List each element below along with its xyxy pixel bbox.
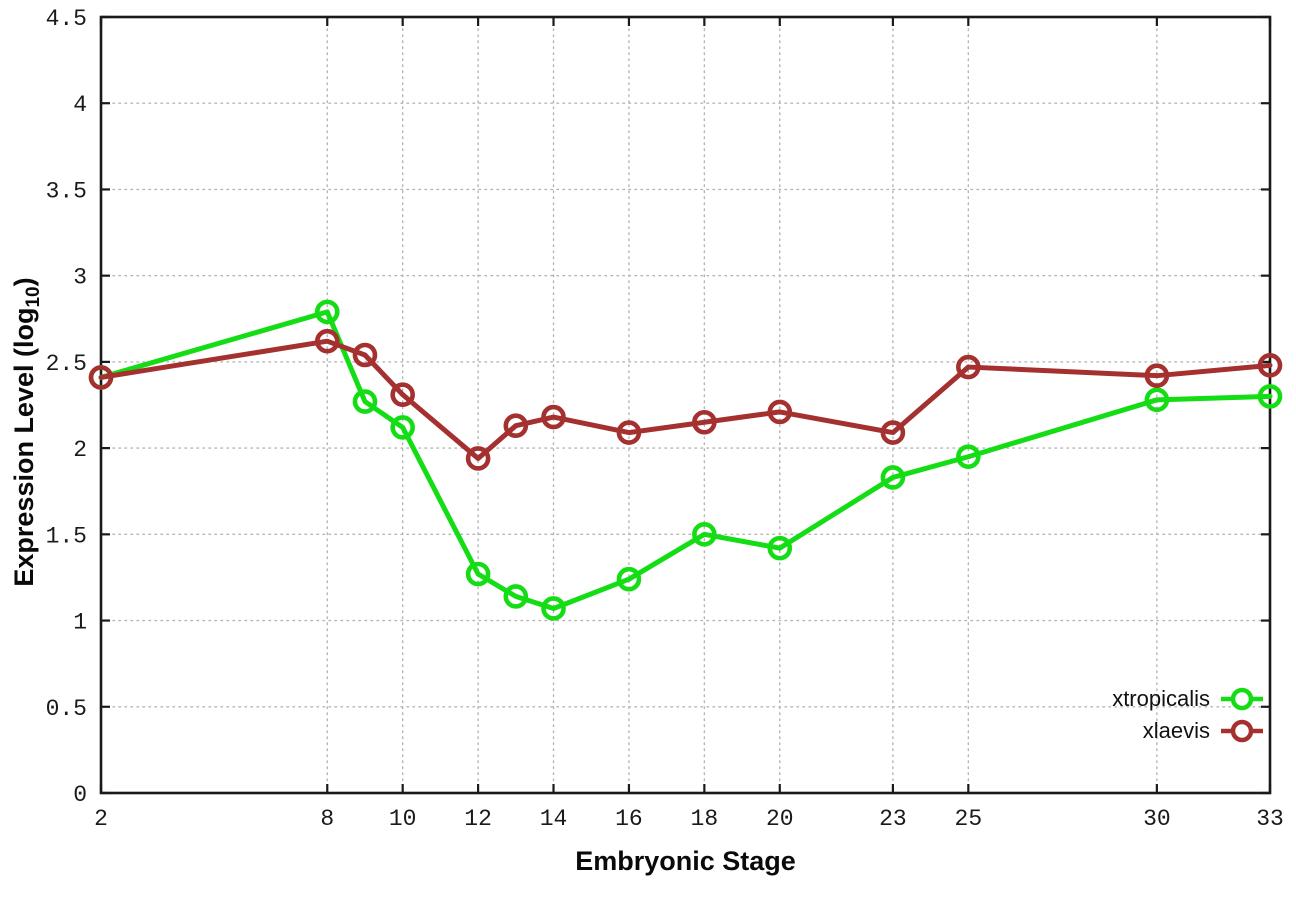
series-line-xlaevis: [98, 338, 1273, 461]
marker-xtropicalis: [880, 465, 906, 490]
legend-marker-xtropicalis-icon: [1221, 687, 1263, 711]
marker-xlaevis: [503, 413, 529, 438]
plot-border: [99, 15, 1272, 795]
legend-label-xtropicalis: xtropicalis: [1112, 686, 1210, 711]
marker-xlaevis: [314, 328, 340, 354]
marker-xtropicalis: [1257, 384, 1283, 409]
x-tick-label: 23: [879, 806, 907, 832]
y-tick-label: 1.5: [46, 523, 87, 549]
x-tick-label: 18: [691, 806, 719, 832]
x-axis-title: Embryonic Stage: [575, 846, 796, 876]
y-tick-label: 3.5: [46, 178, 87, 204]
legend-row-xtropicalis: xtropicalis: [1112, 684, 1265, 714]
marker-xtropicalis: [541, 596, 566, 621]
y-tick-label: 0.5: [46, 696, 87, 722]
marker-xlaevis: [956, 354, 981, 380]
y-axis-title: Expression Level (log10): [9, 277, 45, 586]
x-tick-label: 14: [540, 806, 568, 832]
marker-xtropicalis: [465, 561, 491, 587]
marker-xlaevis: [390, 382, 415, 407]
y-tick-label: 4: [73, 92, 87, 118]
marker-xtropicalis: [314, 299, 340, 325]
x-tick-label: 12: [464, 806, 492, 832]
y-tick-label: 2.5: [46, 351, 87, 377]
marker-xlaevis: [880, 420, 906, 445]
legend-marker-xlaevis-icon: [1221, 719, 1263, 743]
marker-xlaevis: [1144, 363, 1170, 388]
marker-xlaevis: [692, 409, 717, 435]
y-tick-label: 0: [73, 782, 87, 808]
legend: xtropicalis xlaevis: [1112, 684, 1265, 746]
y-axis-title-close: ): [8, 277, 39, 287]
y-tick-label: 3: [73, 265, 87, 291]
y-tick-label: 1: [73, 610, 87, 636]
x-tick-label: 30: [1143, 806, 1171, 832]
marker-xtropicalis: [352, 389, 378, 414]
y-tick-label: 4.5: [46, 6, 87, 32]
marker-xtropicalis: [503, 584, 529, 609]
x-tick-label: 2: [94, 806, 108, 832]
legend-label-xlaevis: xlaevis: [1142, 718, 1210, 743]
x-tick-label: 20: [766, 806, 794, 832]
marker-xlaevis: [88, 365, 114, 390]
y-axis-title-text: Expression Level (log: [8, 307, 39, 587]
marker-xtropicalis: [767, 535, 793, 561]
marker-xtropicalis: [1144, 387, 1170, 413]
marker-xtropicalis: [390, 415, 415, 440]
x-tick-label: 25: [955, 806, 983, 832]
marker-xlaevis: [352, 342, 378, 368]
marker-xtropicalis: [616, 566, 642, 592]
x-tick-label: 16: [615, 806, 643, 832]
marker-xlaevis: [541, 404, 566, 430]
marker-xlaevis: [767, 399, 793, 425]
x-tick-label: 8: [320, 806, 334, 832]
marker-xtropicalis: [956, 444, 981, 470]
y-tick-label: 2: [73, 437, 87, 463]
legend-row-xlaevis: xlaevis: [1112, 716, 1265, 746]
marker-xlaevis: [616, 420, 642, 445]
y-axis-title-subscript: 10: [23, 286, 45, 308]
marker-xtropicalis: [692, 522, 717, 547]
marker-xlaevis: [465, 446, 491, 471]
x-tick-label: 33: [1256, 806, 1284, 832]
series-line-xtropicalis: [98, 309, 1273, 611]
x-tick-label: 10: [389, 806, 417, 832]
marker-xlaevis: [1257, 353, 1283, 378]
